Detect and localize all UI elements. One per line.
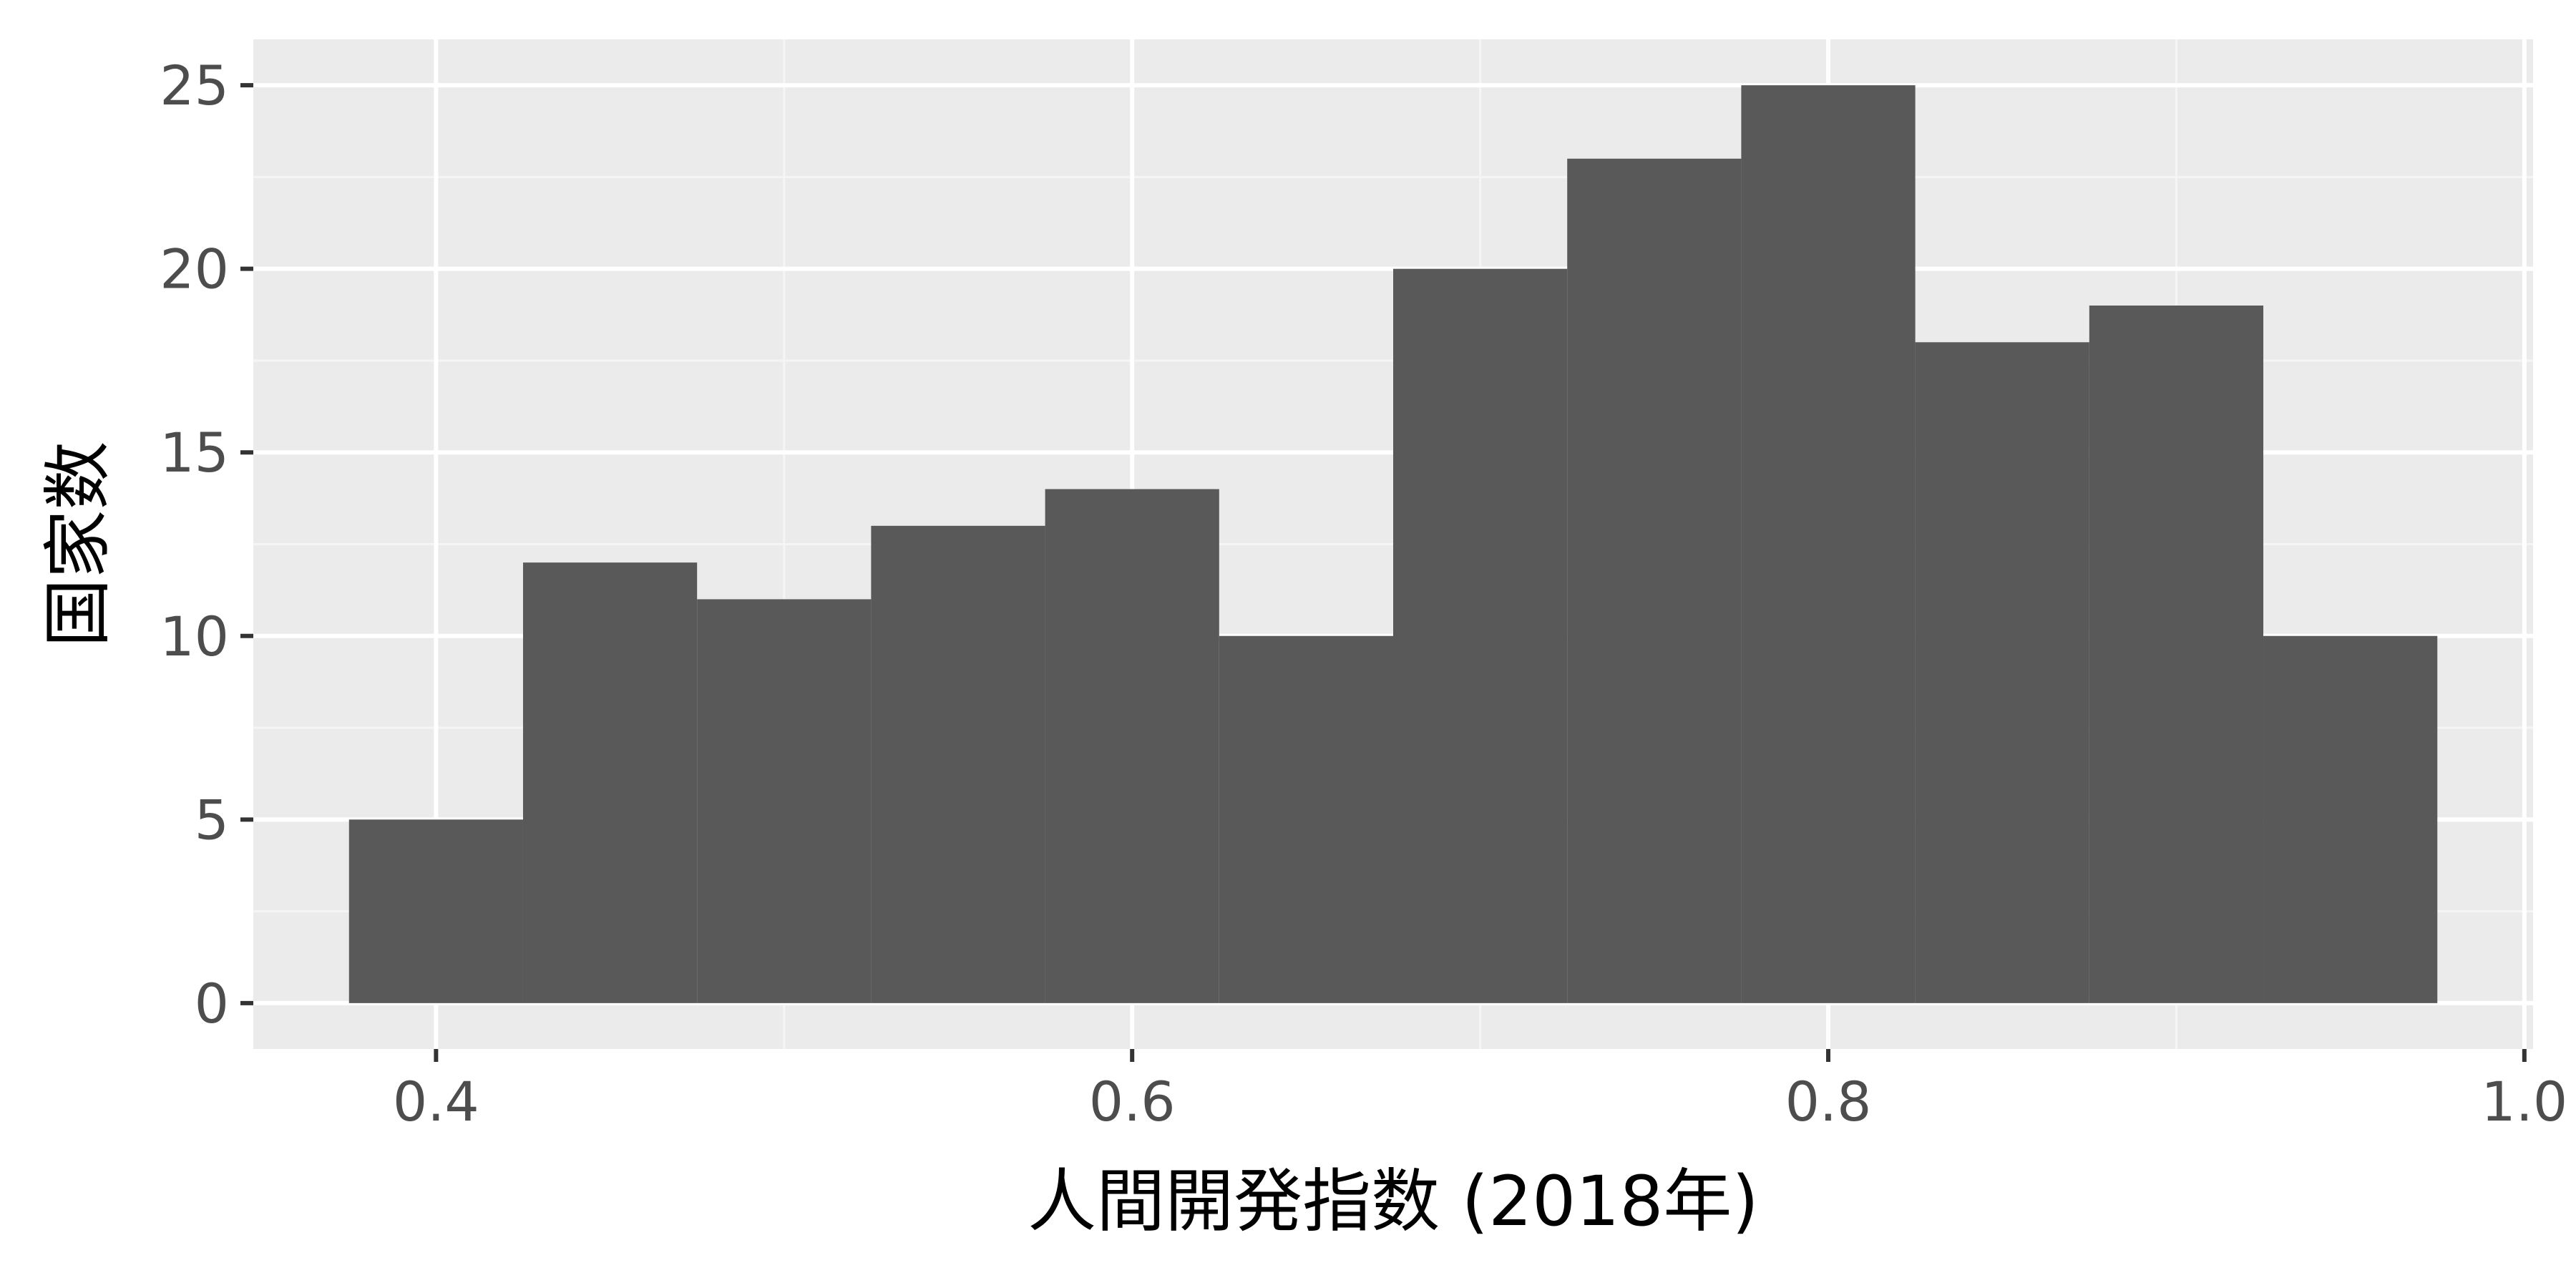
y-tick-label: 15 — [160, 421, 229, 484]
histogram-bar — [1219, 635, 1393, 1003]
y-tick-label: 5 — [195, 788, 229, 852]
histogram-bar — [1045, 489, 1219, 1003]
x-tick-label: 0.6 — [1089, 1070, 1176, 1133]
histogram-bar — [871, 525, 1045, 1003]
histogram-bars — [348, 85, 2438, 1003]
histogram-bar — [2089, 305, 2264, 1003]
y-tick-label: 20 — [160, 238, 229, 301]
x-tick-label: 0.4 — [393, 1070, 479, 1133]
axis-tick-labels: 0 5 10 15 20 25 0.4 0.6 0.8 1.0 — [160, 54, 2567, 1133]
y-tick-label: 0 — [195, 972, 229, 1035]
x-tick-label: 1.0 — [2481, 1070, 2567, 1133]
histogram-bar — [1915, 342, 2089, 1003]
histogram-bar — [1393, 268, 1568, 1003]
y-axis-title: 国家数 — [38, 441, 118, 648]
histogram-bar — [2263, 635, 2438, 1003]
histogram-bar — [697, 599, 872, 1003]
histogram-bar — [1741, 85, 1916, 1003]
histogram-bar — [348, 819, 523, 1003]
x-axis-title: 人間開発指数 (2018年) — [1028, 1161, 1759, 1241]
y-tick-label: 10 — [160, 605, 229, 668]
x-tick-label: 0.8 — [1785, 1070, 1872, 1133]
y-tick-label: 25 — [160, 54, 229, 117]
histogram-bar — [522, 562, 698, 1003]
axis-ticks — [240, 83, 2527, 1062]
histogram-bar — [1567, 158, 1742, 1003]
